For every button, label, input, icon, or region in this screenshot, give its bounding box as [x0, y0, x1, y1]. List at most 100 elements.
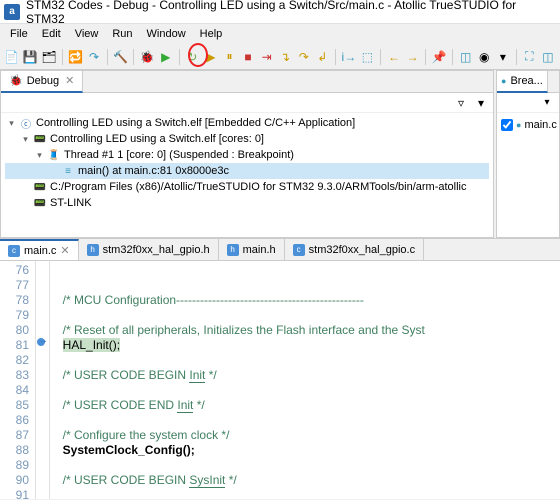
debug-panel: 🐞 Debug ✕ ▿ ▾ ▾ ⓒ Controlling LED using … — [0, 70, 494, 238]
break-tab-row: ● Brea... — [497, 71, 559, 93]
tree-process[interactable]: ▾ 📟 Controlling LED using a Switch.elf [… — [5, 131, 489, 147]
tree-thread[interactable]: ▾ 🧵 Thread #1 1 [core: 0] (Suspended : B… — [5, 147, 489, 163]
editor-area: c main.c ✕ h stm32f0xx_hal_gpio.h h main… — [0, 238, 560, 499]
step-return-icon[interactable]: ↲ — [315, 49, 331, 65]
breakpoint-item[interactable]: ● main.c [ — [501, 119, 555, 131]
persp1-icon[interactable]: ◫ — [458, 49, 474, 65]
twisty-icon[interactable]: ▾ — [35, 150, 44, 161]
view-menu-icon[interactable]: ▾ — [473, 95, 489, 111]
breakpoints-tab[interactable]: ● Brea... — [497, 71, 548, 93]
menu-view[interactable]: View — [69, 26, 105, 42]
persp2-icon[interactable]: ◉ — [476, 49, 492, 65]
breakpoints-panel: ● Brea... ▾ ● main.c [ — [496, 70, 560, 238]
stop-icon[interactable]: ■ — [240, 49, 256, 65]
tree-stlink-label: ST-LINK — [50, 197, 92, 209]
restart-icon[interactable]: ↻ — [185, 49, 201, 65]
menu-edit[interactable]: Edit — [36, 26, 67, 42]
frame-icon: ≡ — [61, 164, 75, 178]
c-file-icon: c — [8, 245, 20, 257]
upper-area: 🐞 Debug ✕ ▿ ▾ ▾ ⓒ Controlling LED using … — [0, 70, 560, 238]
debug-panel-toolbar: ▿ ▾ — [1, 93, 493, 113]
save-icon[interactable]: 💾 — [23, 49, 39, 65]
tree-root[interactable]: ▾ ⓒ Controlling LED using a Switch.elf [… — [5, 115, 489, 131]
code-editor[interactable]: 76777879808182838485868788899091 /* MCU … — [0, 261, 560, 499]
collapse-all-icon[interactable]: ▿ — [453, 95, 469, 111]
debug-tab-row: 🐞 Debug ✕ — [1, 71, 493, 93]
asm-icon[interactable]: ⬚ — [360, 49, 376, 65]
editor-tab-main-h[interactable]: h main.h — [219, 239, 285, 260]
bug-icon: 🐞 — [9, 74, 23, 87]
h-file-icon: h — [227, 244, 239, 256]
gdb-icon: 📟 — [33, 180, 47, 194]
tab-label: stm32f0xx_hal_gpio.h — [103, 244, 210, 256]
tab-label: main.h — [243, 244, 276, 256]
stlink-icon: 📟 — [33, 196, 47, 210]
editor-tab-gpio-h[interactable]: h stm32f0xx_hal_gpio.h — [79, 239, 219, 260]
breakpoints-list[interactable]: ● main.c [ — [497, 113, 559, 137]
menu-file[interactable]: File — [4, 26, 34, 42]
tree-root-label: Controlling LED using a Switch.elf [Embe… — [36, 117, 355, 129]
menu-help[interactable]: Help — [194, 26, 229, 42]
tree-tools[interactable]: 📟 C:/Program Files (x86)/Atollic/TrueSTU… — [5, 179, 489, 195]
resume-icon[interactable]: ▶ — [203, 49, 219, 65]
separator — [62, 49, 63, 65]
marker-margin — [36, 261, 50, 499]
editor-tab-gpio-c[interactable]: c stm32f0xx_hal_gpio.c — [285, 239, 424, 260]
skip-icon[interactable]: ↷ — [86, 49, 102, 65]
editor-tabs: c main.c ✕ h stm32f0xx_hal_gpio.h h main… — [0, 239, 560, 261]
close-icon[interactable]: ✕ — [65, 74, 74, 87]
bp-checkbox[interactable] — [501, 119, 513, 131]
bp-dot-icon: ● — [516, 120, 521, 130]
twisty-icon[interactable]: ▾ — [21, 134, 30, 145]
break-tab-label: Brea... — [510, 75, 542, 87]
app-icon: a — [4, 4, 20, 20]
tree-frame-label: main() at main.c:81 0x8000e3c — [78, 165, 229, 177]
tree-stlink[interactable]: 📟 ST-LINK — [5, 195, 489, 211]
save-all-icon[interactable]: 🗂 — [41, 49, 57, 65]
h-file-icon: h — [87, 244, 99, 256]
debug-icon[interactable]: 🐞 — [139, 49, 155, 65]
line-gutter: 76777879808182838485868788899091 — [0, 261, 36, 499]
tree-frame[interactable]: ≡ main() at main.c:81 0x8000e3c — [5, 163, 489, 179]
titlebar: a STM32 Codes - Debug - Controlling LED … — [0, 0, 560, 24]
step-over-icon[interactable]: ↷ — [296, 49, 312, 65]
switch-icon[interactable]: 🔁 — [68, 49, 84, 65]
code-content[interactable]: /* MCU Configuration--------------------… — [50, 261, 560, 499]
tree-process-label: Controlling LED using a Switch.elf [core… — [50, 133, 264, 145]
close-icon[interactable]: ✕ — [60, 244, 69, 257]
view-menu-icon[interactable]: ▾ — [539, 95, 555, 111]
tree-tools-label: C:/Program Files (x86)/Atollic/TrueSTUDI… — [50, 181, 466, 193]
step-into-icon[interactable]: ↴ — [277, 49, 293, 65]
persp3-icon[interactable]: ▾ — [495, 49, 511, 65]
disconnect-icon[interactable]: ⇥ — [259, 49, 275, 65]
run-icon[interactable]: ▶ — [158, 49, 174, 65]
pause-icon[interactable]: ⏸ — [222, 49, 238, 65]
separator — [179, 49, 180, 65]
separator — [516, 49, 517, 65]
editor-tab-main-c[interactable]: c main.c ✕ — [0, 239, 79, 260]
c-app-icon: ⓒ — [19, 116, 33, 130]
debug-tab[interactable]: 🐞 Debug ✕ — [1, 71, 83, 93]
instr-step-icon[interactable]: i→ — [341, 49, 357, 65]
separator — [452, 49, 453, 65]
forward-icon[interactable]: → — [405, 49, 421, 65]
debug-tree[interactable]: ▾ ⓒ Controlling LED using a Switch.elf [… — [1, 113, 493, 237]
window-title: STM32 Codes - Debug - Controlling LED us… — [26, 0, 556, 26]
bp-item-label: main.c [ — [524, 119, 560, 131]
twisty-icon[interactable]: ▾ — [7, 118, 16, 129]
tree-thread-label: Thread #1 1 [core: 0] (Suspended : Break… — [64, 149, 294, 161]
bp-icon: ● — [501, 76, 506, 86]
menu-run[interactable]: Run — [106, 26, 138, 42]
separator — [133, 49, 134, 65]
thread-icon: 🧵 — [47, 148, 61, 162]
collapse-icon[interactable]: ◫ — [540, 49, 556, 65]
new-icon[interactable]: 📄 — [4, 49, 20, 65]
back-icon[interactable]: ← — [386, 49, 402, 65]
process-icon: 📟 — [33, 132, 47, 146]
menu-window[interactable]: Window — [141, 26, 192, 42]
expand-icon[interactable]: ⛶ — [522, 49, 538, 65]
build-icon[interactable]: 🔨 — [113, 49, 129, 65]
pin-icon[interactable]: 📌 — [431, 49, 447, 65]
menubar: File Edit View Run Window Help — [0, 24, 560, 44]
separator — [380, 49, 381, 65]
